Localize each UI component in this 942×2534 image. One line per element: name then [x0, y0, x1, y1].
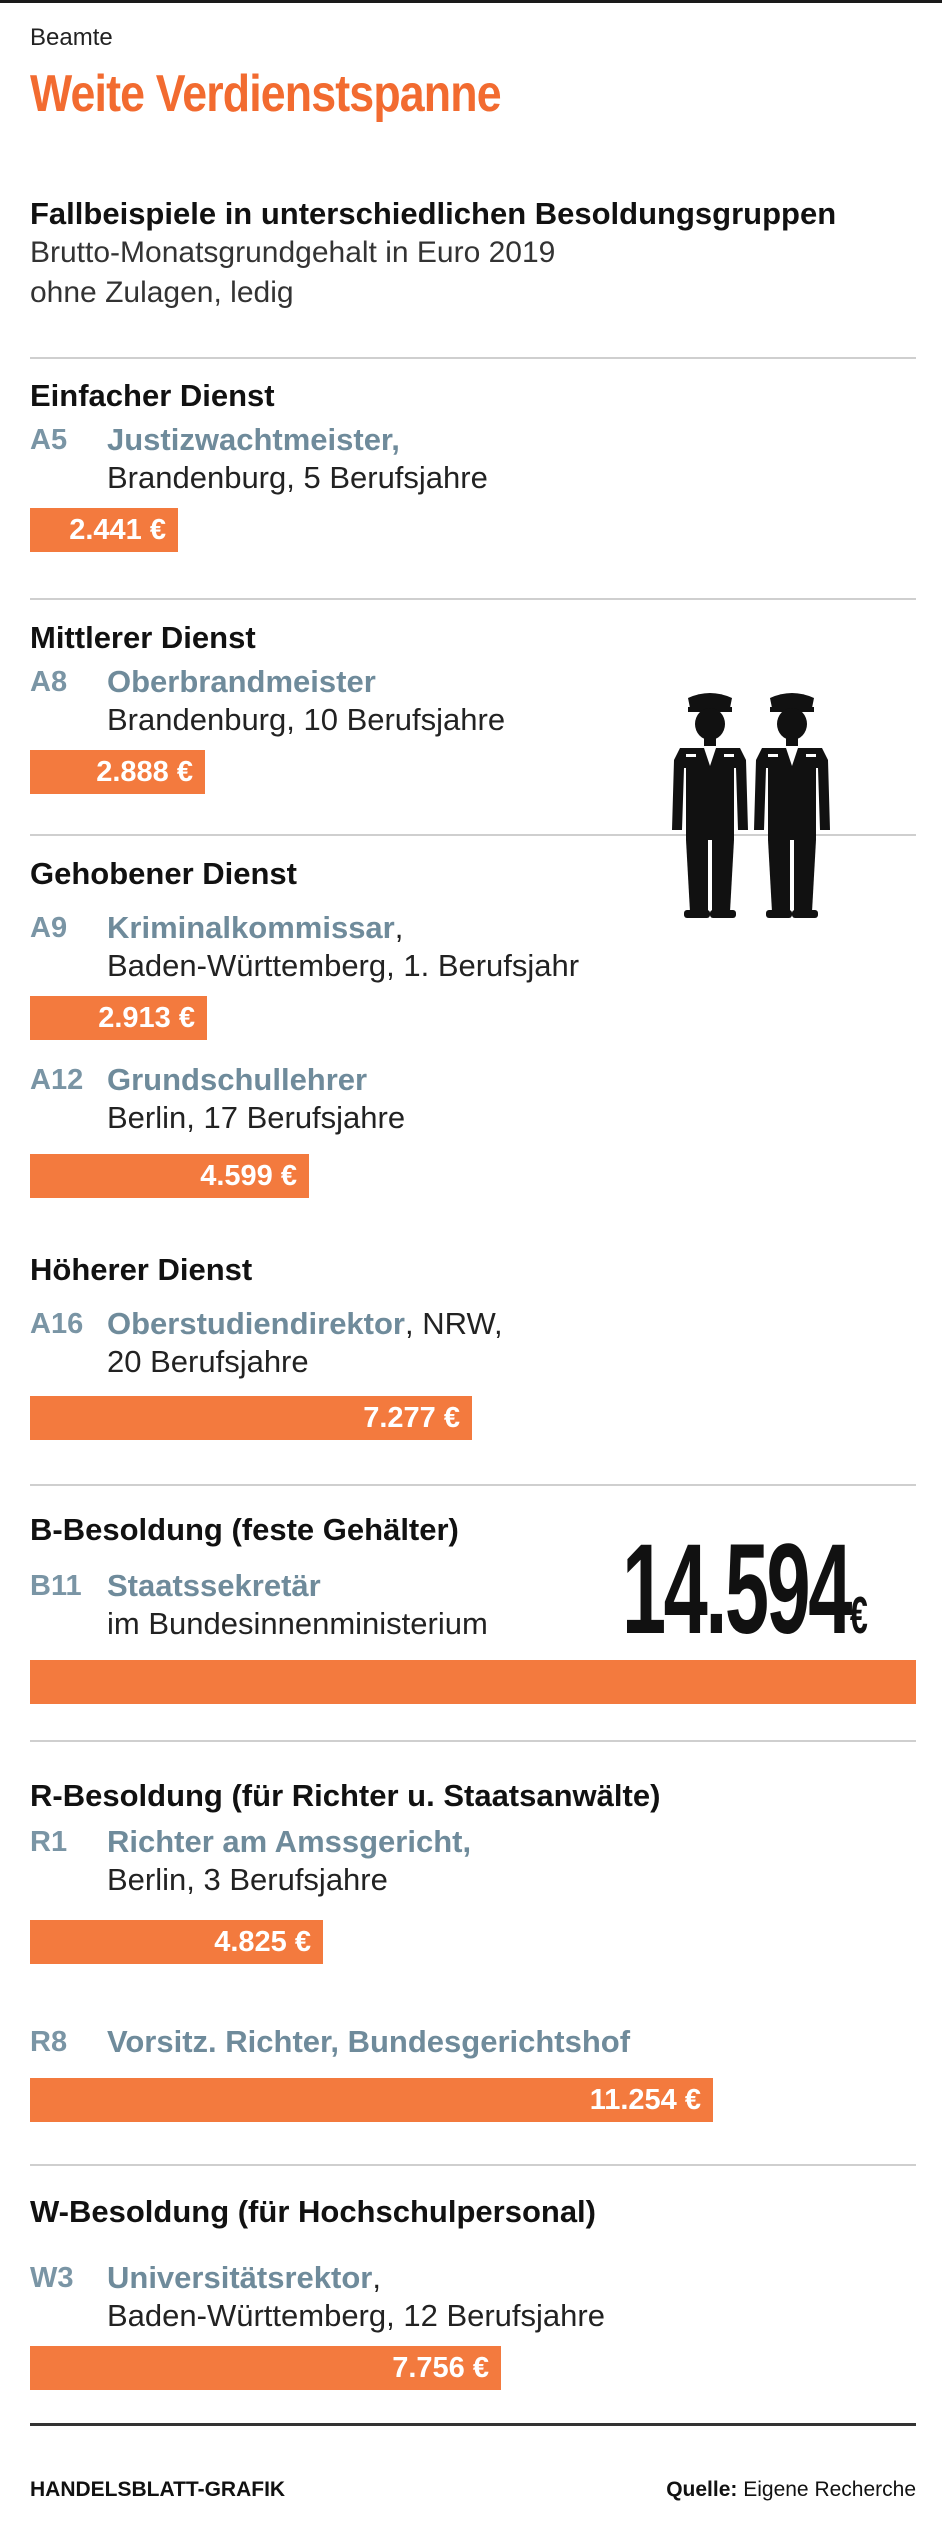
entry-line: Grundschullehrer [107, 1062, 367, 1098]
grade-code: R1 [30, 1826, 68, 1858]
entry-line: Oberbrandmeister [107, 664, 376, 700]
entry-line: Universitätsrektor, [107, 2260, 381, 2296]
entry-line: Justizwachtmeister, [107, 422, 400, 458]
salary-bar: 4.599 € [30, 1154, 309, 1198]
salary-bar [30, 1660, 916, 1704]
salary-value-label: 2.888 € [96, 756, 193, 788]
salary-bar: 2.913 € [30, 996, 207, 1040]
section-divider [30, 357, 916, 359]
big-value-label: 14.594€ [622, 1526, 868, 1654]
source-label: Quelle: [666, 2478, 738, 2501]
salary-bar: 2.441 € [30, 508, 178, 552]
entry-detail: Baden-Württemberg, 12 Berufsjahre [107, 2298, 605, 2333]
entry-detail: im Bundesinnenministerium [107, 1606, 488, 1641]
section-title-w-besoldung: W-Besoldung (für Hochschulpersonal) [30, 2194, 596, 2229]
salary-value-label: 2.441 € [69, 514, 166, 546]
job-title: Staatssekretär [107, 1568, 321, 1603]
grade-code: A8 [30, 666, 68, 698]
entry-line: Richter am Amssgericht, [107, 1824, 471, 1860]
salary-bar: 7.756 € [30, 2346, 501, 2390]
entry-detail: Brandenburg, 10 Berufsjahre [107, 702, 506, 737]
salary-bar: 2.888 € [30, 750, 205, 794]
chart-subtitle-line3: ohne Zulagen, ledig [30, 276, 294, 309]
job-title: Universitätsrektor [107, 2260, 373, 2295]
salary-value-label: 2.913 € [98, 1002, 195, 1034]
eyebrow-label: Beamte [30, 24, 113, 51]
section-divider [30, 2164, 916, 2166]
footer-divider [30, 2423, 916, 2426]
chart-title: Weite Verdienstspanne [30, 65, 502, 123]
salary-bar: 11.254 € [30, 2078, 713, 2122]
footer-credit: HANDELSBLATT-GRAFIK [30, 2478, 286, 2501]
grade-code: A5 [30, 424, 68, 456]
job-suffix: , [372, 2260, 381, 2295]
section-title-gehobener-dienst: Gehobener Dienst [30, 856, 297, 891]
entry-detail: Baden-Württemberg, 1. Berufsjahr [107, 948, 580, 983]
salary-bar: 4.825 € [30, 1920, 323, 1964]
top-rule [0, 0, 942, 3]
job-suffix: , [394, 910, 404, 945]
section-divider [30, 1484, 916, 1486]
entry-detail: Brandenburg, 5 Berufsjahre [107, 460, 488, 495]
job-suffix: , NRW, [405, 1306, 503, 1341]
uniformed-officers-icon [672, 693, 830, 918]
section-title-r-besoldung: R-Besoldung (für Richter u. Staatsanwält… [30, 1778, 661, 1813]
salary-value-label: 7.756 € [392, 2352, 489, 2384]
job-title: Oberbrandmeister [107, 664, 376, 699]
job-title: Vorsitz. Richter, Bundesgerichtshof [107, 2024, 631, 2059]
source-text: Eigene Recherche [743, 2478, 916, 2501]
big-value-number: 14.594 [622, 1518, 852, 1661]
job-title: Richter am Amssgericht, [107, 1824, 472, 1859]
entry-detail: Berlin, 3 Berufsjahre [107, 1862, 388, 1897]
section-divider [30, 834, 916, 836]
grade-code: B11 [30, 1570, 82, 1602]
job-title: Oberstudiendirektor [107, 1306, 405, 1341]
section-divider [30, 1740, 916, 1742]
grade-code: A9 [30, 912, 68, 944]
entry-detail: 20 Berufsjahre [107, 1344, 309, 1379]
job-title: Kriminalkommissar [107, 910, 395, 945]
section-title-b-besoldung: B-Besoldung (feste Gehälter) [30, 1512, 459, 1547]
job-title: Grundschullehrer [107, 1062, 368, 1097]
entry-line: Vorsitz. Richter, Bundesgerichtshof [107, 2024, 630, 2060]
chart-subtitle: Fallbeispiele in unterschiedlichen Besol… [30, 196, 837, 231]
footer-source: Quelle: Eigene Recherche [666, 2478, 916, 2502]
grade-code: W3 [30, 2262, 74, 2294]
salary-value-label: 4.825 € [214, 1926, 311, 1958]
salary-value-label: 11.254 € [589, 2084, 701, 2116]
entry-line: Kriminalkommissar, [107, 910, 403, 946]
section-title-hoeherer-dienst: Höherer Dienst [30, 1252, 253, 1287]
salary-value-label: 7.277 € [363, 1402, 460, 1434]
section-title-einfacher-dienst: Einfacher Dienst [30, 378, 275, 413]
grade-code: R8 [30, 2026, 68, 2058]
job-title: Justizwachtmeister, [107, 422, 400, 457]
grade-code: A16 [30, 1308, 84, 1340]
grade-code: A12 [30, 1064, 84, 1096]
big-value-currency: € [849, 1587, 868, 1645]
salary-value-label: 4.599 € [200, 1160, 297, 1192]
section-divider [30, 598, 916, 600]
section-title-mittlerer-dienst: Mittlerer Dienst [30, 620, 256, 655]
entry-detail: Berlin, 17 Berufsjahre [107, 1100, 406, 1135]
chart-subtitle-line2: Brutto-Monatsgrundgehalt in Euro 2019 [30, 236, 556, 269]
salary-bar: 7.277 € [30, 1396, 472, 1440]
entry-line: Staatssekretär [107, 1568, 321, 1604]
entry-line: Oberstudiendirektor, NRW, [107, 1306, 503, 1342]
